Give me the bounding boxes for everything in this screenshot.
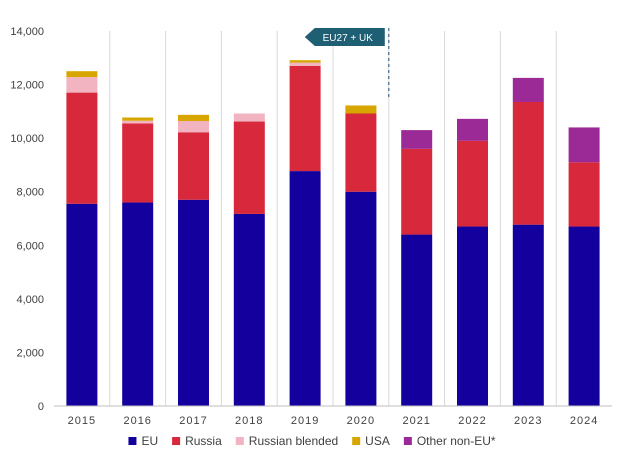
bar-segment-russian-blended-2015 (66, 77, 98, 93)
x-tick-label: 2016 (123, 415, 151, 427)
x-axis: 2015 2016 2017 2018 2019 2020 2021 2022 2023 2024 (68, 415, 598, 427)
bar-segment-russia-2015 (66, 92, 98, 204)
bar-segment-russia-2021 (401, 148, 433, 235)
x-tick-label: 2015 (68, 415, 96, 427)
gridlines (109, 31, 557, 406)
bar-segment-russia-2022 (457, 140, 488, 227)
legend: EU Russia Russian blended USA Other non-EU* (128, 434, 496, 448)
bar-segment-usa-2020 (345, 105, 377, 114)
bar-segment-usa-2017 (178, 114, 209, 121)
annotation-arrow-icon (304, 28, 385, 46)
y-tick-label: 0 (38, 401, 44, 413)
legend-swatch-eu (128, 437, 137, 445)
bar-segment-eu-2016 (122, 202, 154, 406)
legend-swatch-other-non-eu (403, 437, 412, 445)
legend-swatch-usa (352, 437, 361, 445)
x-tick-label: 2020 (347, 415, 375, 427)
y-tick-label: 6,000 (16, 240, 44, 252)
x-tick-label: 2022 (458, 415, 486, 427)
y-tick-label: 4,000 (16, 294, 44, 306)
bar-segment-russian-blended-2018 (233, 113, 265, 122)
bar-segment-eu-2023 (512, 224, 544, 406)
bar-segment-russia-2024 (568, 162, 600, 227)
bar-segment-eu-2018 (233, 213, 265, 406)
legend-label-eu: EU (141, 434, 158, 448)
bar-segment-other-non-eu-2024 (568, 127, 600, 163)
bar-segment-russian-blended-2019 (289, 62, 321, 66)
bar-segment-eu-2017 (178, 199, 209, 406)
bar-segment-eu-2015 (66, 203, 98, 406)
bar-segment-other-non-eu-2023 (512, 77, 544, 102)
x-tick-label: 2018 (235, 415, 263, 427)
bar-segment-usa-2019 (289, 60, 321, 63)
bar-segment-russian-blended-2017 (178, 121, 209, 133)
bar-segment-russia-2016 (122, 123, 154, 203)
y-tick-label: 12,000 (10, 80, 44, 92)
bar-segment-russian-blended-2016 (122, 120, 154, 124)
bars (66, 60, 600, 406)
bar-segment-other-non-eu-2021 (401, 130, 433, 149)
y-axis: 0 2,000 4,000 6,000 8,000 10,000 12,000 14,000 (10, 26, 44, 413)
x-tick-label: 2019 (291, 415, 319, 427)
annotation: EU27 + UK (304, 28, 390, 98)
bar-segment-eu-2022 (457, 226, 488, 406)
x-tick-label: 2024 (570, 415, 598, 427)
x-tick-label: 2017 (179, 415, 207, 427)
bar-segment-usa-2016 (122, 117, 154, 121)
y-tick-label: 14,000 (10, 26, 44, 38)
y-tick-label: 2,000 (16, 347, 44, 359)
bar-segment-russia-2023 (512, 101, 544, 225)
annotation-label: EU27 + UK (323, 33, 374, 44)
legend-swatch-russia (172, 437, 181, 445)
x-tick-label: 2023 (514, 415, 542, 427)
bar-segment-other-non-eu-2022 (457, 118, 488, 141)
bar-segment-eu-2024 (568, 226, 600, 406)
legend-label-other-non-eu: Other non-EU* (417, 434, 496, 448)
legend-label-russia: Russia (185, 434, 222, 448)
y-tick-label: 8,000 (16, 187, 44, 199)
legend-label-usa: USA (365, 434, 390, 448)
bar-segment-russia-2019 (289, 65, 321, 172)
bar-segment-eu-2021 (401, 234, 433, 406)
x-tick-label: 2021 (402, 415, 430, 427)
bar-segment-russia-2018 (233, 121, 265, 214)
bar-segment-russia-2020 (345, 113, 377, 192)
bar-segment-usa-2015 (66, 71, 98, 78)
legend-label-russian-blended: Russian blended (249, 434, 338, 448)
legend-swatch-russian-blended (235, 437, 244, 445)
bar-segment-russia-2017 (178, 132, 209, 200)
y-tick-label: 10,000 (10, 133, 44, 145)
bar-segment-eu-2020 (345, 191, 377, 406)
bar-segment-eu-2019 (289, 171, 321, 406)
